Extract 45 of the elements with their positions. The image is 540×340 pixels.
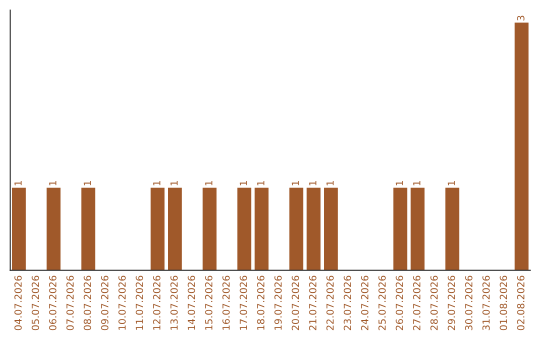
x-tick-label: 27.07.2026	[413, 276, 420, 330]
data-label: 1	[413, 181, 420, 186]
x-tick-label: 11.07.2026	[136, 276, 144, 330]
x-tick-label: 23.07.2026	[344, 276, 352, 330]
data-label: 1	[153, 181, 160, 186]
x-tick-label: 19.07.2026	[274, 276, 282, 330]
x-tick-label: 25.07.2026	[378, 276, 386, 330]
data-label: 1	[170, 181, 178, 186]
data-label: 1	[14, 181, 22, 186]
x-tick-label: 09.07.2026	[101, 276, 108, 330]
data-label: 1	[240, 181, 247, 186]
x-tick-label: 02.08.2026	[517, 276, 524, 330]
x-tick-label: 06.07.2026	[49, 276, 56, 330]
x-tick-label: 20.07.2026	[292, 276, 300, 330]
x-tick-label: 10.07.2026	[118, 276, 126, 330]
x-tick-label: 21.07.2026	[309, 276, 316, 330]
data-label: 1	[257, 181, 264, 186]
data-label: 1	[396, 181, 403, 186]
x-tick-label: 12.07.2026	[153, 276, 160, 330]
data-label: 1	[84, 181, 91, 186]
x-tick-label: 16.07.2026	[222, 276, 230, 330]
data-label: 1	[309, 181, 316, 186]
x-tick-label: 05.07.2026	[32, 276, 40, 330]
data-label: 1	[448, 181, 455, 186]
x-tick-label: 17.07.2026	[240, 276, 248, 330]
x-tick-label: 22.07.2026	[326, 276, 334, 330]
x-tick-label: 01.08.2026	[500, 276, 508, 330]
data-label: 1	[205, 181, 212, 186]
x-tick-label: 29.07.2026	[448, 276, 456, 330]
x-tick-label: 08.07.2026	[84, 276, 92, 330]
x-tick-label: 31.07.2026	[482, 276, 490, 330]
data-label: 3	[517, 16, 524, 20]
x-tick-label: 07.07.2026	[66, 276, 74, 330]
x-tick-label: 28.07.2026	[430, 276, 438, 330]
data-label: 1	[326, 181, 334, 186]
x-tick-label: 04.07.2026	[14, 276, 22, 330]
x-tick-label: 26.07.2026	[396, 276, 404, 330]
x-tick-label: 24.07.2026	[361, 276, 368, 330]
x-tick-label: 18.07.2026	[257, 276, 264, 330]
x-tick-label: 15.07.2026	[205, 276, 212, 330]
x-tick-label: 30.07.2026	[465, 276, 472, 330]
x-tick-label: 13.07.2026	[170, 276, 178, 330]
data-label: 1	[292, 181, 299, 186]
data-label: 1	[49, 181, 56, 186]
x-tick-label: 14.07.2026	[188, 276, 196, 330]
